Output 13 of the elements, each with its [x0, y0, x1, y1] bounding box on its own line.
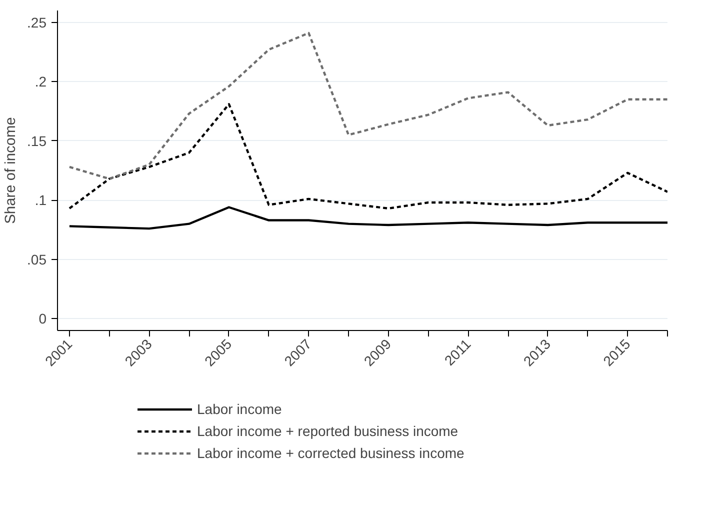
- line-series: [68, 103, 668, 210]
- legend-label: Labor income + corrected business income: [197, 445, 464, 461]
- y-tick-label: .25: [27, 14, 47, 30]
- legend-label: Labor income: [197, 401, 282, 417]
- y-axis-title: Share of income: [3, 117, 20, 224]
- y-tick-label: .2: [34, 74, 47, 90]
- y-tick-label: 0: [38, 310, 47, 327]
- legend-label: Labor income + reported business income: [197, 423, 458, 439]
- y-tick-label: .05: [27, 251, 47, 268]
- y-tick-label: .1: [34, 192, 47, 208]
- line-series: [68, 206, 668, 230]
- line-series: [68, 32, 668, 180]
- y-tick-label: .15: [27, 132, 47, 149]
